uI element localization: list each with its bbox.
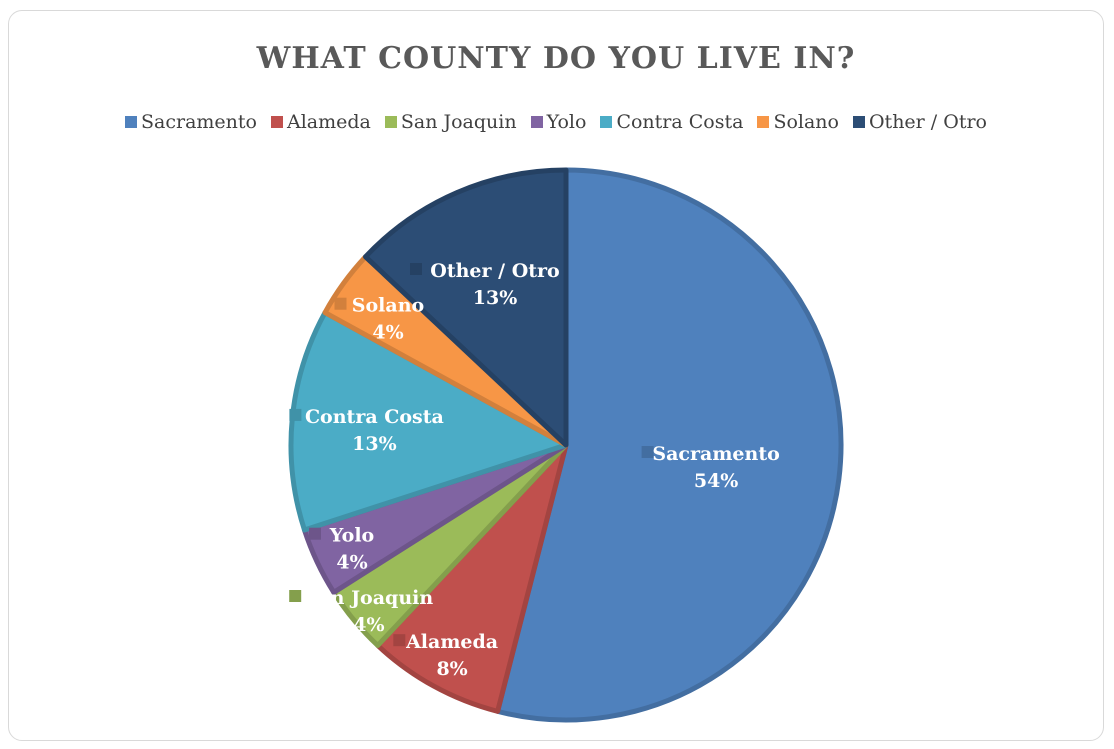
legend-swatch [384, 116, 397, 128]
legend-swatch [270, 116, 283, 128]
legend-label: Sacramento [141, 111, 257, 133]
legend-item-other-otro: Other / Otro [852, 111, 987, 133]
data-label-solano: Solano 4% [352, 295, 424, 344]
pie-slice-alameda [375, 442, 569, 714]
legend-swatch [757, 116, 770, 128]
legend-swatch [530, 116, 543, 128]
data-label-contra-costa: Contra Costa 13% [305, 406, 444, 455]
chart-title: WHAT COUNTY DO YOU LIVE IN? [256, 41, 856, 76]
pie-slice-other-otro [363, 167, 569, 448]
data-label-alameda: Alameda 8% [405, 631, 498, 680]
pie-slice-sacramento [495, 167, 844, 723]
data-label-marker [393, 634, 406, 647]
legend-label: Yolo [546, 111, 587, 133]
data-label-marker [289, 408, 302, 421]
legend-swatch [852, 116, 865, 128]
legend-label: Other / Otro [868, 111, 987, 133]
data-label-marker [309, 527, 321, 540]
data-label-other-otro: Other / Otro 13% [430, 260, 559, 309]
legend-item-san-joaquin: San Joaquin [384, 111, 517, 133]
data-label-san-joaquin: San Joaquin 4% [305, 587, 434, 636]
legend-label: Contra Costa [616, 111, 744, 133]
chart-legend: Sacramento Alameda San Joaquin Yolo Contra C… [9, 111, 1103, 133]
data-label-marker [641, 446, 654, 458]
legend-item-sacramento: Sacramento [125, 111, 257, 133]
data-label-yolo: Yolo 4% [329, 525, 374, 574]
legend-item-contra-costa: Contra Costa [600, 111, 743, 133]
legend-item-solano: Solano [757, 111, 839, 133]
legend-label: Alameda [286, 111, 371, 133]
legend-label: Solano [773, 111, 839, 133]
legend-label: San Joaquin [400, 111, 517, 133]
legend-swatch [125, 116, 137, 128]
data-label-marker [334, 297, 347, 310]
data-label-marker [289, 590, 302, 602]
data-label-sacramento: Sacramento 54% [652, 443, 779, 492]
data-label-marker [410, 263, 422, 275]
legend-item-yolo: Yolo [530, 111, 587, 133]
legend-swatch [600, 116, 613, 128]
legend-item-alameda: Alameda [270, 111, 371, 133]
